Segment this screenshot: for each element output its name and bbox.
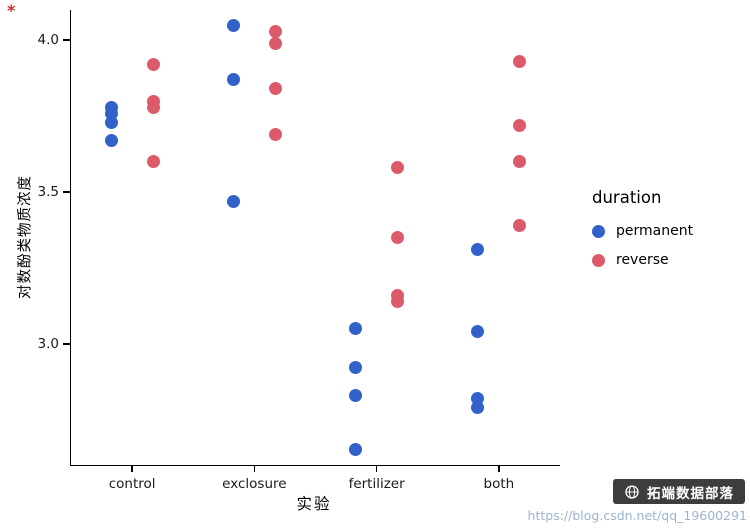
data-point-permanent	[349, 361, 363, 375]
y-tick-label: 3.5	[37, 184, 59, 200]
legend-item-permanent: permanent	[592, 223, 693, 239]
y-tick-label: 4.0	[37, 32, 59, 49]
globe-icon	[625, 484, 639, 499]
y-tick	[63, 39, 71, 42]
data-point-permanent	[349, 443, 363, 457]
x-tick	[498, 465, 500, 472]
data-point-permanent	[471, 243, 485, 257]
y-axis-title: 对数酚类物质浓度	[17, 175, 34, 299]
data-point-reverse	[268, 127, 282, 141]
data-point-permanent	[349, 388, 363, 402]
x-tick-label: fertilizer	[348, 476, 405, 492]
data-point-reverse	[268, 24, 282, 38]
data-point-permanent	[226, 18, 240, 32]
x-tick-label: exclosure	[222, 476, 287, 492]
data-point-permanent	[471, 325, 485, 339]
data-point-permanent	[104, 133, 118, 147]
plot-area: 4.0 3.5 3.0 control exclosure fertilizer both	[38, 10, 560, 492]
data-point-reverse	[268, 82, 282, 96]
data-point-permanent	[349, 322, 363, 335]
data-point-reverse	[391, 231, 405, 244]
legend: duration permanent reverse	[592, 188, 693, 281]
x-tick-label: control	[108, 476, 156, 492]
data-point-reverse	[513, 118, 527, 132]
x-tick-label: both	[483, 476, 515, 492]
data-point-permanent	[226, 194, 240, 208]
corner-watermark-mark: *	[7, 1, 16, 20]
watermark-url: https://blog.csdn.net/qq_19600291	[527, 508, 747, 523]
x-axis-title: 实验	[296, 495, 332, 513]
data-point-reverse	[513, 155, 527, 169]
data-point-reverse	[146, 155, 160, 169]
data-point-permanent	[226, 73, 240, 87]
data-point-reverse	[268, 36, 282, 50]
data-point-reverse	[391, 294, 405, 308]
legend-label-reverse: reverse	[616, 252, 669, 268]
x-tick	[253, 465, 256, 472]
data-point-reverse	[391, 161, 405, 175]
data-point-reverse	[513, 55, 527, 69]
legend-item-reverse: reverse	[592, 252, 693, 268]
data-point-permanent	[104, 115, 118, 129]
permanent-swatch-icon	[592, 224, 605, 238]
legend-title: duration	[592, 188, 662, 207]
data-point-reverse	[146, 100, 160, 114]
x-tick	[131, 465, 133, 472]
watermark-brand: 拓端数据部落	[647, 485, 734, 502]
legend-label-permanent: permanent	[616, 223, 694, 239]
data-point-permanent	[471, 400, 485, 414]
watermark-banner: 拓端数据部落	[613, 479, 745, 504]
reverse-swatch-icon	[592, 253, 605, 267]
y-tick	[63, 191, 71, 193]
y-tick	[63, 342, 71, 345]
x-tick	[375, 465, 378, 472]
data-point-reverse	[513, 218, 527, 232]
data-point-reverse	[146, 58, 160, 72]
y-tick-label: 3.0	[37, 335, 59, 352]
